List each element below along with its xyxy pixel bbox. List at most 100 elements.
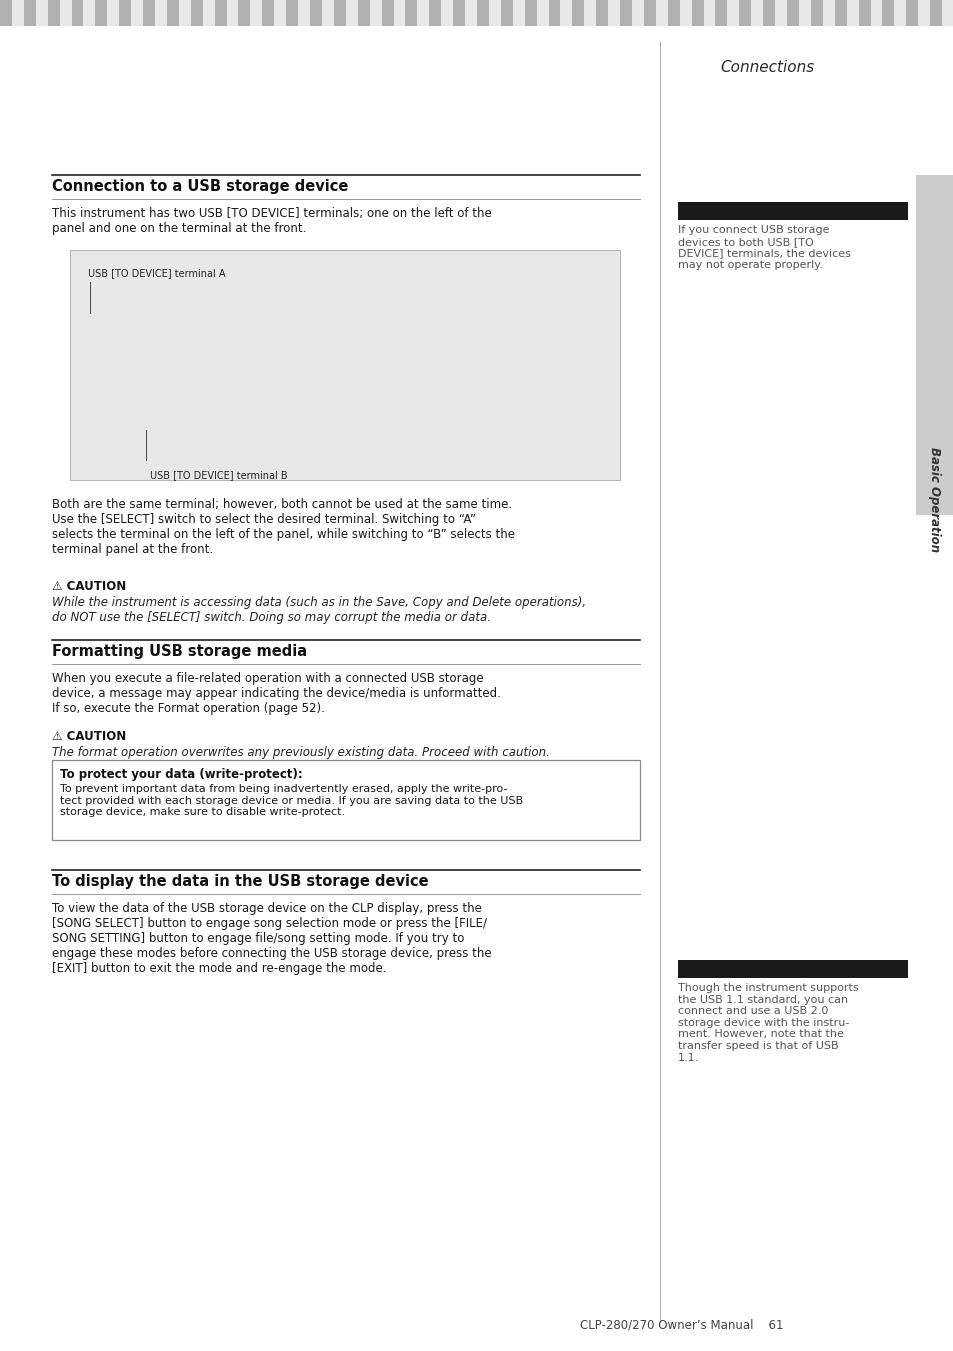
Bar (583, 0, 596, 42)
Text: Though the instrument supports
the USB 1.1 standard, you can
connect and use a U: Though the instrument supports the USB 1… (678, 984, 858, 1063)
Bar (95, 0, 107, 42)
Bar (834, 0, 845, 42)
Bar (678, 961, 907, 978)
Bar (762, 0, 774, 42)
Bar (143, 0, 154, 42)
Text: Basic Operation: Basic Operation (927, 447, 941, 553)
Bar (905, 0, 917, 42)
Bar (655, 0, 667, 42)
Bar (739, 0, 750, 42)
Bar (178, 0, 191, 42)
Bar (596, 0, 607, 42)
Text: Both are the same terminal; however, both cannot be used at the same time.
Use t: Both are the same terminal; however, bot… (52, 499, 515, 557)
Bar (52, 761, 639, 840)
Text: Formatting USB storage media: Formatting USB storage media (52, 644, 307, 659)
Bar (715, 0, 726, 42)
Bar (321, 0, 334, 42)
Text: CLP-280/270 Owner’s Manual    61: CLP-280/270 Owner’s Manual 61 (579, 1319, 782, 1331)
Bar (440, 0, 453, 42)
Bar (191, 0, 202, 42)
Bar (678, 203, 907, 220)
Bar (11, 0, 24, 42)
Bar (619, 0, 631, 42)
Text: The format operation overwrites any previously existing data. Proceed with cauti: The format operation overwrites any prev… (52, 746, 549, 759)
Bar (572, 0, 583, 42)
Text: If you connect USB storage
devices to both USB [TO
DEVICE] terminals, the device: If you connect USB storage devices to bo… (678, 226, 850, 270)
Bar (559, 0, 572, 42)
Bar (167, 0, 179, 42)
Bar (631, 0, 643, 42)
Bar (917, 0, 929, 42)
Bar (524, 0, 536, 42)
Bar (274, 0, 286, 42)
Bar (536, 0, 548, 42)
Bar (202, 0, 214, 42)
Text: This instrument has two USB [TO DEVICE] terminals; one on the left of the
panel : This instrument has two USB [TO DEVICE] … (52, 207, 491, 235)
Bar (608, 0, 619, 42)
Text: When you execute a file-related operation with a connected USB storage
device, a: When you execute a file-related operatio… (52, 671, 500, 715)
Bar (334, 0, 345, 42)
Bar (154, 0, 167, 42)
Bar (798, 0, 810, 42)
Bar (667, 0, 679, 42)
Bar (858, 0, 869, 42)
Text: To protect your data (write-protect):: To protect your data (write-protect): (60, 767, 302, 781)
Bar (548, 0, 559, 42)
Bar (262, 0, 274, 42)
Bar (429, 0, 440, 42)
Bar (643, 0, 655, 42)
Text: USB [TO DEVICE] terminal A: USB [TO DEVICE] terminal A (88, 267, 225, 278)
Text: USB [TO DEVICE] terminal B: USB [TO DEVICE] terminal B (150, 470, 287, 480)
Bar (476, 0, 488, 42)
Text: To prevent important data from being inadvertently erased, apply the write-pro-
: To prevent important data from being ina… (60, 784, 522, 817)
Bar (357, 0, 369, 42)
Text: Connections: Connections (720, 59, 814, 76)
Bar (726, 0, 739, 42)
Bar (70, 250, 619, 480)
Text: To view the data of the USB storage device on the CLP display, press the
[SONG S: To view the data of the USB storage devi… (52, 902, 491, 975)
Bar (345, 0, 357, 42)
Bar (465, 0, 476, 42)
Bar (119, 0, 131, 42)
Bar (286, 0, 297, 42)
Bar (250, 0, 262, 42)
Bar (679, 0, 691, 42)
Bar (214, 0, 227, 42)
Bar (0, 0, 11, 42)
Bar (774, 0, 786, 42)
Text: To display the data in the USB storage device: To display the data in the USB storage d… (52, 874, 428, 889)
Bar (893, 0, 905, 42)
Bar (238, 0, 250, 42)
Bar (821, 0, 834, 42)
Bar (36, 0, 48, 42)
Bar (48, 0, 59, 42)
Bar (405, 0, 417, 42)
Bar (810, 0, 821, 42)
Bar (59, 0, 71, 42)
Bar (381, 0, 393, 42)
Bar (929, 0, 941, 42)
Bar (941, 0, 953, 42)
Bar (869, 0, 882, 42)
Bar (24, 0, 36, 42)
Bar (416, 0, 429, 42)
Bar (915, 176, 953, 515)
Bar (71, 0, 84, 42)
Bar (393, 0, 405, 42)
Bar (310, 0, 321, 42)
Bar (882, 0, 893, 42)
Bar (107, 0, 119, 42)
Bar (227, 0, 238, 42)
Text: Connection to a USB storage device: Connection to a USB storage device (52, 178, 348, 195)
Bar (512, 0, 524, 42)
Bar (297, 0, 310, 42)
Bar (751, 0, 762, 42)
Bar (691, 0, 702, 42)
Bar (488, 0, 500, 42)
Bar (131, 0, 143, 42)
Bar (369, 0, 381, 42)
Text: ⚠ CAUTION: ⚠ CAUTION (52, 580, 126, 593)
Bar (846, 0, 858, 42)
Bar (786, 0, 798, 42)
Text: While the instrument is accessing data (such as in the Save, Copy and Delete ope: While the instrument is accessing data (… (52, 596, 585, 624)
